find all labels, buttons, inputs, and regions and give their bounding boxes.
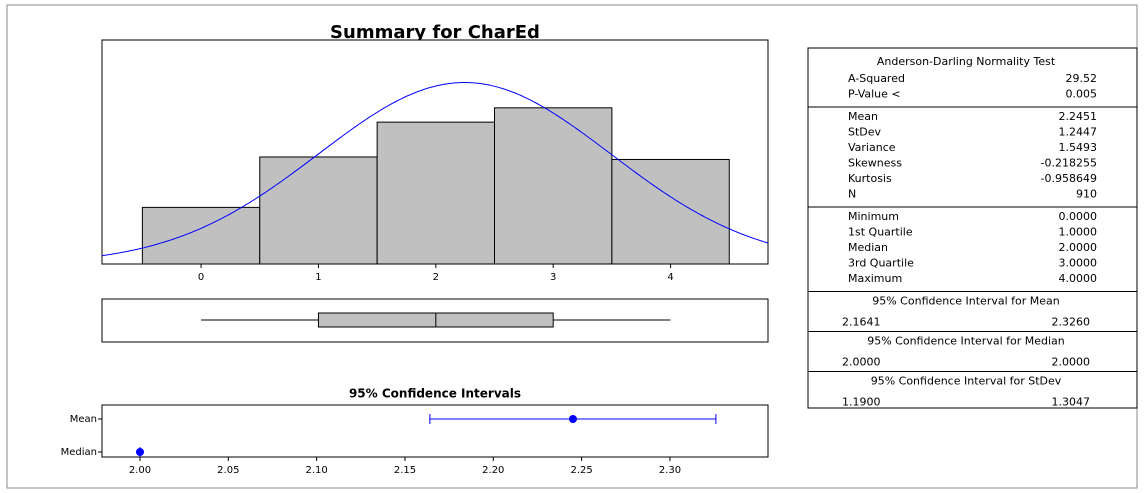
stat-label: Variance	[848, 141, 896, 154]
point	[135, 448, 144, 456]
stat-value: -0.218255	[1041, 157, 1097, 170]
x-tick-label: 2.05	[217, 465, 239, 476]
ci-upper: 2.3260	[1052, 316, 1091, 329]
section-header: 95% Confidence Interval for Median	[867, 335, 1065, 348]
stat-label: Maximum	[848, 272, 902, 285]
stat-label: StDev	[848, 126, 882, 139]
x-tick-label: 0	[198, 272, 204, 283]
stat-label: Median	[848, 241, 888, 254]
stat-value: 2.0000	[1059, 241, 1098, 254]
x-tick-label: 2.15	[394, 465, 416, 476]
ci-upper: 1.3047	[1052, 396, 1091, 409]
stat-label: A-Squared	[848, 72, 905, 85]
stat-label: 3rd Quartile	[848, 257, 914, 270]
section-header: 95% Confidence Interval for StDev	[871, 375, 1062, 388]
stat-label: Minimum	[848, 210, 899, 223]
y-tick-label: Mean	[70, 414, 97, 425]
ci-lower: 2.0000	[842, 356, 881, 369]
bar	[376, 121, 496, 265]
stat-label: P-Value <	[848, 88, 901, 101]
bar	[494, 107, 613, 265]
x-tick-label: 2.10	[306, 465, 328, 476]
stat-value: 3.0000	[1059, 257, 1098, 270]
x-tick-label: 2.00	[129, 465, 151, 476]
section-header: Anderson-Darling Normality Test	[877, 55, 1056, 68]
interval-title: 95% Confidence Intervals	[349, 387, 521, 401]
bar	[259, 156, 378, 265]
y-tick-label: Median	[61, 447, 97, 458]
x-tick-label: 3	[550, 272, 556, 283]
x-tick-label: 1	[315, 272, 321, 283]
x-tick-label: 2.30	[659, 465, 681, 476]
x-tick-label: 2.25	[570, 465, 592, 476]
ci-lower: 2.1641	[842, 316, 881, 329]
stat-value: 1.5493	[1059, 141, 1098, 154]
bar	[611, 158, 730, 265]
x-tick-label: 2	[433, 272, 439, 283]
stat-label: N	[848, 188, 856, 201]
stat-value: 2.2451	[1059, 110, 1098, 123]
stat-value: 1.2447	[1059, 126, 1098, 139]
stat-value: -0.958649	[1041, 172, 1097, 185]
stat-label: Kurtosis	[848, 172, 892, 185]
title: Summary for CharEd	[330, 22, 540, 43]
ci-upper: 2.0000	[1052, 356, 1091, 369]
stat-label: Mean	[848, 110, 878, 123]
stat-value: 0.0000	[1059, 210, 1098, 223]
bar	[141, 206, 261, 265]
stat-value: 29.52	[1066, 72, 1098, 85]
x-tick-label: 4	[667, 272, 673, 283]
stats-frame	[807, 47, 1138, 409]
x-tick-label: 2.20	[482, 465, 504, 476]
section-header: 95% Confidence Interval for Mean	[872, 295, 1060, 308]
stat-value: 910	[1076, 188, 1097, 201]
stat-value: 4.0000	[1059, 272, 1098, 285]
ci-lower: 1.1900	[842, 396, 881, 409]
stat-label: Skewness	[848, 157, 902, 170]
stat-label: 1st Quartile	[848, 226, 913, 239]
stat-value: 1.0000	[1059, 226, 1098, 239]
interval-frame	[101, 404, 769, 458]
fit-curve	[101, 82, 769, 257]
point	[568, 415, 577, 423]
stat-value: 0.005	[1066, 88, 1098, 101]
